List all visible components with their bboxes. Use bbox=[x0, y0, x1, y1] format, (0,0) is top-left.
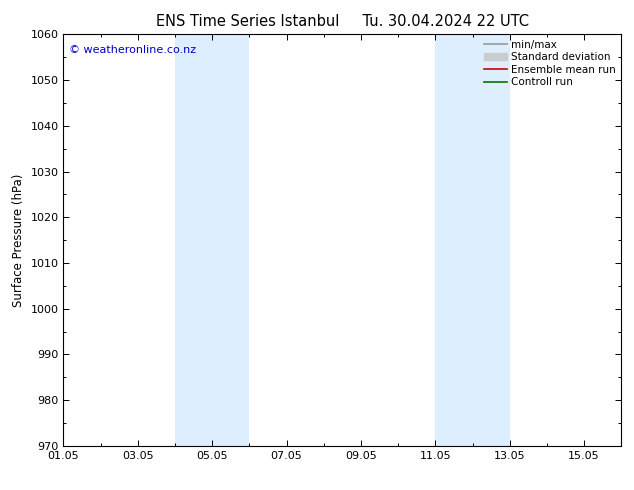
Bar bbox=[436, 34, 510, 446]
Legend: min/max, Standard deviation, Ensemble mean run, Controll run: min/max, Standard deviation, Ensemble me… bbox=[482, 37, 618, 89]
Y-axis label: Surface Pressure (hPa): Surface Pressure (hPa) bbox=[12, 173, 25, 307]
Text: © weatheronline.co.nz: © weatheronline.co.nz bbox=[69, 45, 196, 54]
Bar bbox=[175, 34, 249, 446]
Title: ENS Time Series Istanbul     Tu. 30.04.2024 22 UTC: ENS Time Series Istanbul Tu. 30.04.2024 … bbox=[156, 14, 529, 29]
